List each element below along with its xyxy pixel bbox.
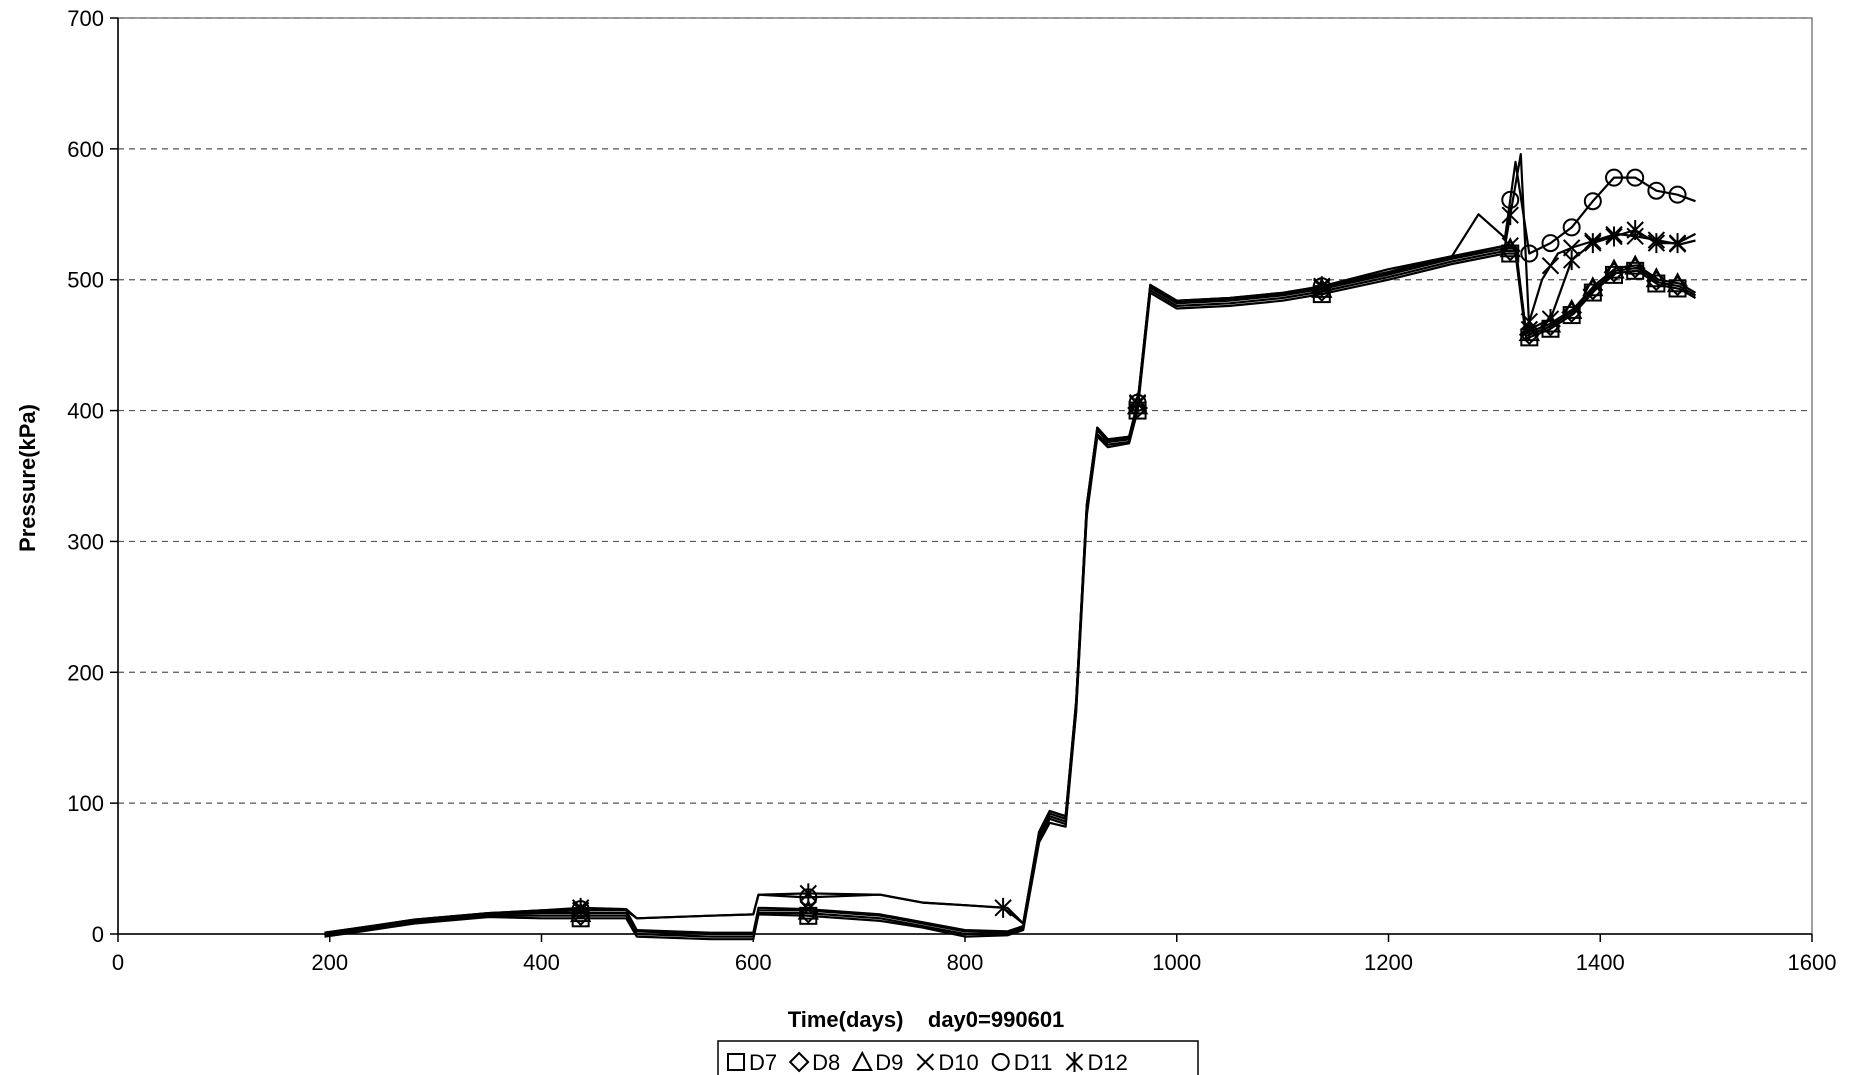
marker-D12-8 — [1562, 250, 1581, 271]
legend-label-D10: D10 — [938, 1050, 978, 1075]
marker-D8-1 — [797, 902, 819, 924]
marker-D12-1 — [799, 883, 818, 904]
marker-D9-4 — [1499, 237, 1521, 258]
marker-D9-7 — [1560, 298, 1583, 319]
marker-D8-3 — [1311, 281, 1333, 302]
marker-D8-4 — [1499, 240, 1521, 262]
marker-D12-7 — [1541, 308, 1560, 329]
legend-marker-D8 — [788, 1051, 810, 1073]
legend-label-D11: D11 — [1014, 1050, 1053, 1075]
x-tick-label-600: 600 — [735, 950, 772, 975]
series-line-D10 — [324, 232, 1696, 936]
y-axis-title: Pressure(kPa) — [15, 404, 40, 552]
marker-D11-11 — [1647, 181, 1666, 200]
marker-D11-9 — [1605, 168, 1624, 187]
x-tick-label-800: 800 — [947, 950, 984, 975]
marker-D12-3 — [1128, 392, 1147, 413]
marker-D12-10 — [1605, 226, 1623, 247]
y-tick-label-200: 200 — [67, 660, 104, 685]
chart-legend: D7 D8 D9 D10 D11 D12 — [717, 1040, 1199, 1075]
marker-D10-4 — [1501, 236, 1519, 255]
marker-D12-12 — [1647, 233, 1666, 254]
series-line-D8 — [324, 249, 1697, 938]
legend-marker-D11 — [991, 1053, 1010, 1071]
marker-D12-6 — [1520, 319, 1539, 340]
series-line-D7 — [324, 252, 1697, 941]
marker-D9-3 — [1311, 277, 1333, 298]
legend-marker-D9 — [851, 1050, 873, 1071]
x-axis-title: Time(days) day0=990601 — [788, 1007, 1065, 1032]
plot-area-border — [117, 17, 1813, 935]
marker-D12-11 — [1626, 219, 1644, 240]
marker-D11-6 — [1541, 234, 1560, 253]
legend-marker-D12 — [1065, 1052, 1084, 1072]
marker-D9-2 — [1126, 394, 1149, 415]
y-tick-label-500: 500 — [67, 268, 104, 293]
marker-D8-8 — [1582, 279, 1604, 301]
x-tick-label-400: 400 — [523, 950, 560, 975]
marker-D12-9 — [1584, 233, 1602, 254]
y-tick-label-600: 600 — [67, 137, 104, 162]
x-tick-label-200: 200 — [311, 950, 348, 975]
gridlines — [118, 17, 1812, 804]
marker-D11-5 — [1520, 244, 1539, 263]
x-tick-label-0: 0 — [112, 950, 124, 975]
series-line-D9 — [324, 247, 1697, 936]
y-tick-label-400: 400 — [67, 399, 104, 424]
marker-D8-5 — [1518, 324, 1540, 346]
marker-D8-9 — [1603, 261, 1625, 283]
series-lines — [324, 153, 1697, 941]
marker-D9-9 — [1603, 258, 1625, 279]
marker-D9-8 — [1582, 276, 1604, 297]
marker-D12-13 — [1668, 233, 1687, 254]
legend-label-D12: D12 — [1087, 1050, 1127, 1075]
marker-D9-10 — [1624, 254, 1646, 275]
y-tick-label-0: 0 — [92, 922, 104, 947]
legend-marker-D7 — [727, 1053, 745, 1071]
marker-D8-11 — [1645, 270, 1667, 292]
marker-D9-5 — [1518, 320, 1540, 342]
marker-D9-1 — [797, 899, 819, 920]
marker-D12-2 — [994, 897, 1012, 918]
legend-label-D9: D9 — [875, 1050, 903, 1075]
legend-label-D8: D8 — [812, 1050, 840, 1075]
marker-D8-6 — [1540, 315, 1561, 337]
x-tick-label-1600: 1600 — [1788, 950, 1837, 975]
marker-D11-10 — [1626, 168, 1645, 187]
x-tick-label-1000: 1000 — [1152, 950, 1201, 975]
y-tick-label-700: 700 — [67, 6, 104, 31]
series-markers — [570, 168, 1689, 928]
y-tick-label-100: 100 — [67, 791, 104, 816]
marker-D12-0 — [571, 897, 590, 918]
marker-D11-7 — [1562, 218, 1581, 237]
legend-marker-D10 — [916, 1053, 935, 1071]
marker-D12-4 — [1313, 276, 1331, 297]
y-tick-label-300: 300 — [67, 529, 104, 554]
marker-D8-7 — [1561, 302, 1583, 323]
marker-D9-11 — [1645, 267, 1668, 288]
legend-label-D7: D7 — [749, 1050, 777, 1075]
marker-D11-8 — [1583, 192, 1602, 211]
marker-D8-2 — [1127, 397, 1148, 419]
series-line-D12 — [324, 153, 1697, 934]
marker-D10-6 — [1541, 257, 1560, 275]
marker-D11-12 — [1668, 185, 1687, 204]
marker-D8-12 — [1667, 275, 1688, 297]
x-tick-label-1400: 1400 — [1576, 950, 1625, 975]
marker-D9-12 — [1666, 272, 1689, 293]
marker-D8-10 — [1624, 257, 1646, 279]
axes: 0 100 200 300 400 500 600 700 0 200 400 600 800 1000 1… — [67, 6, 1836, 975]
series-line-D11 — [324, 160, 1696, 934]
x-tick-label-1200: 1200 — [1364, 950, 1413, 975]
marker-D12-5 — [1501, 205, 1519, 226]
marker-D10-7 — [1562, 239, 1581, 257]
